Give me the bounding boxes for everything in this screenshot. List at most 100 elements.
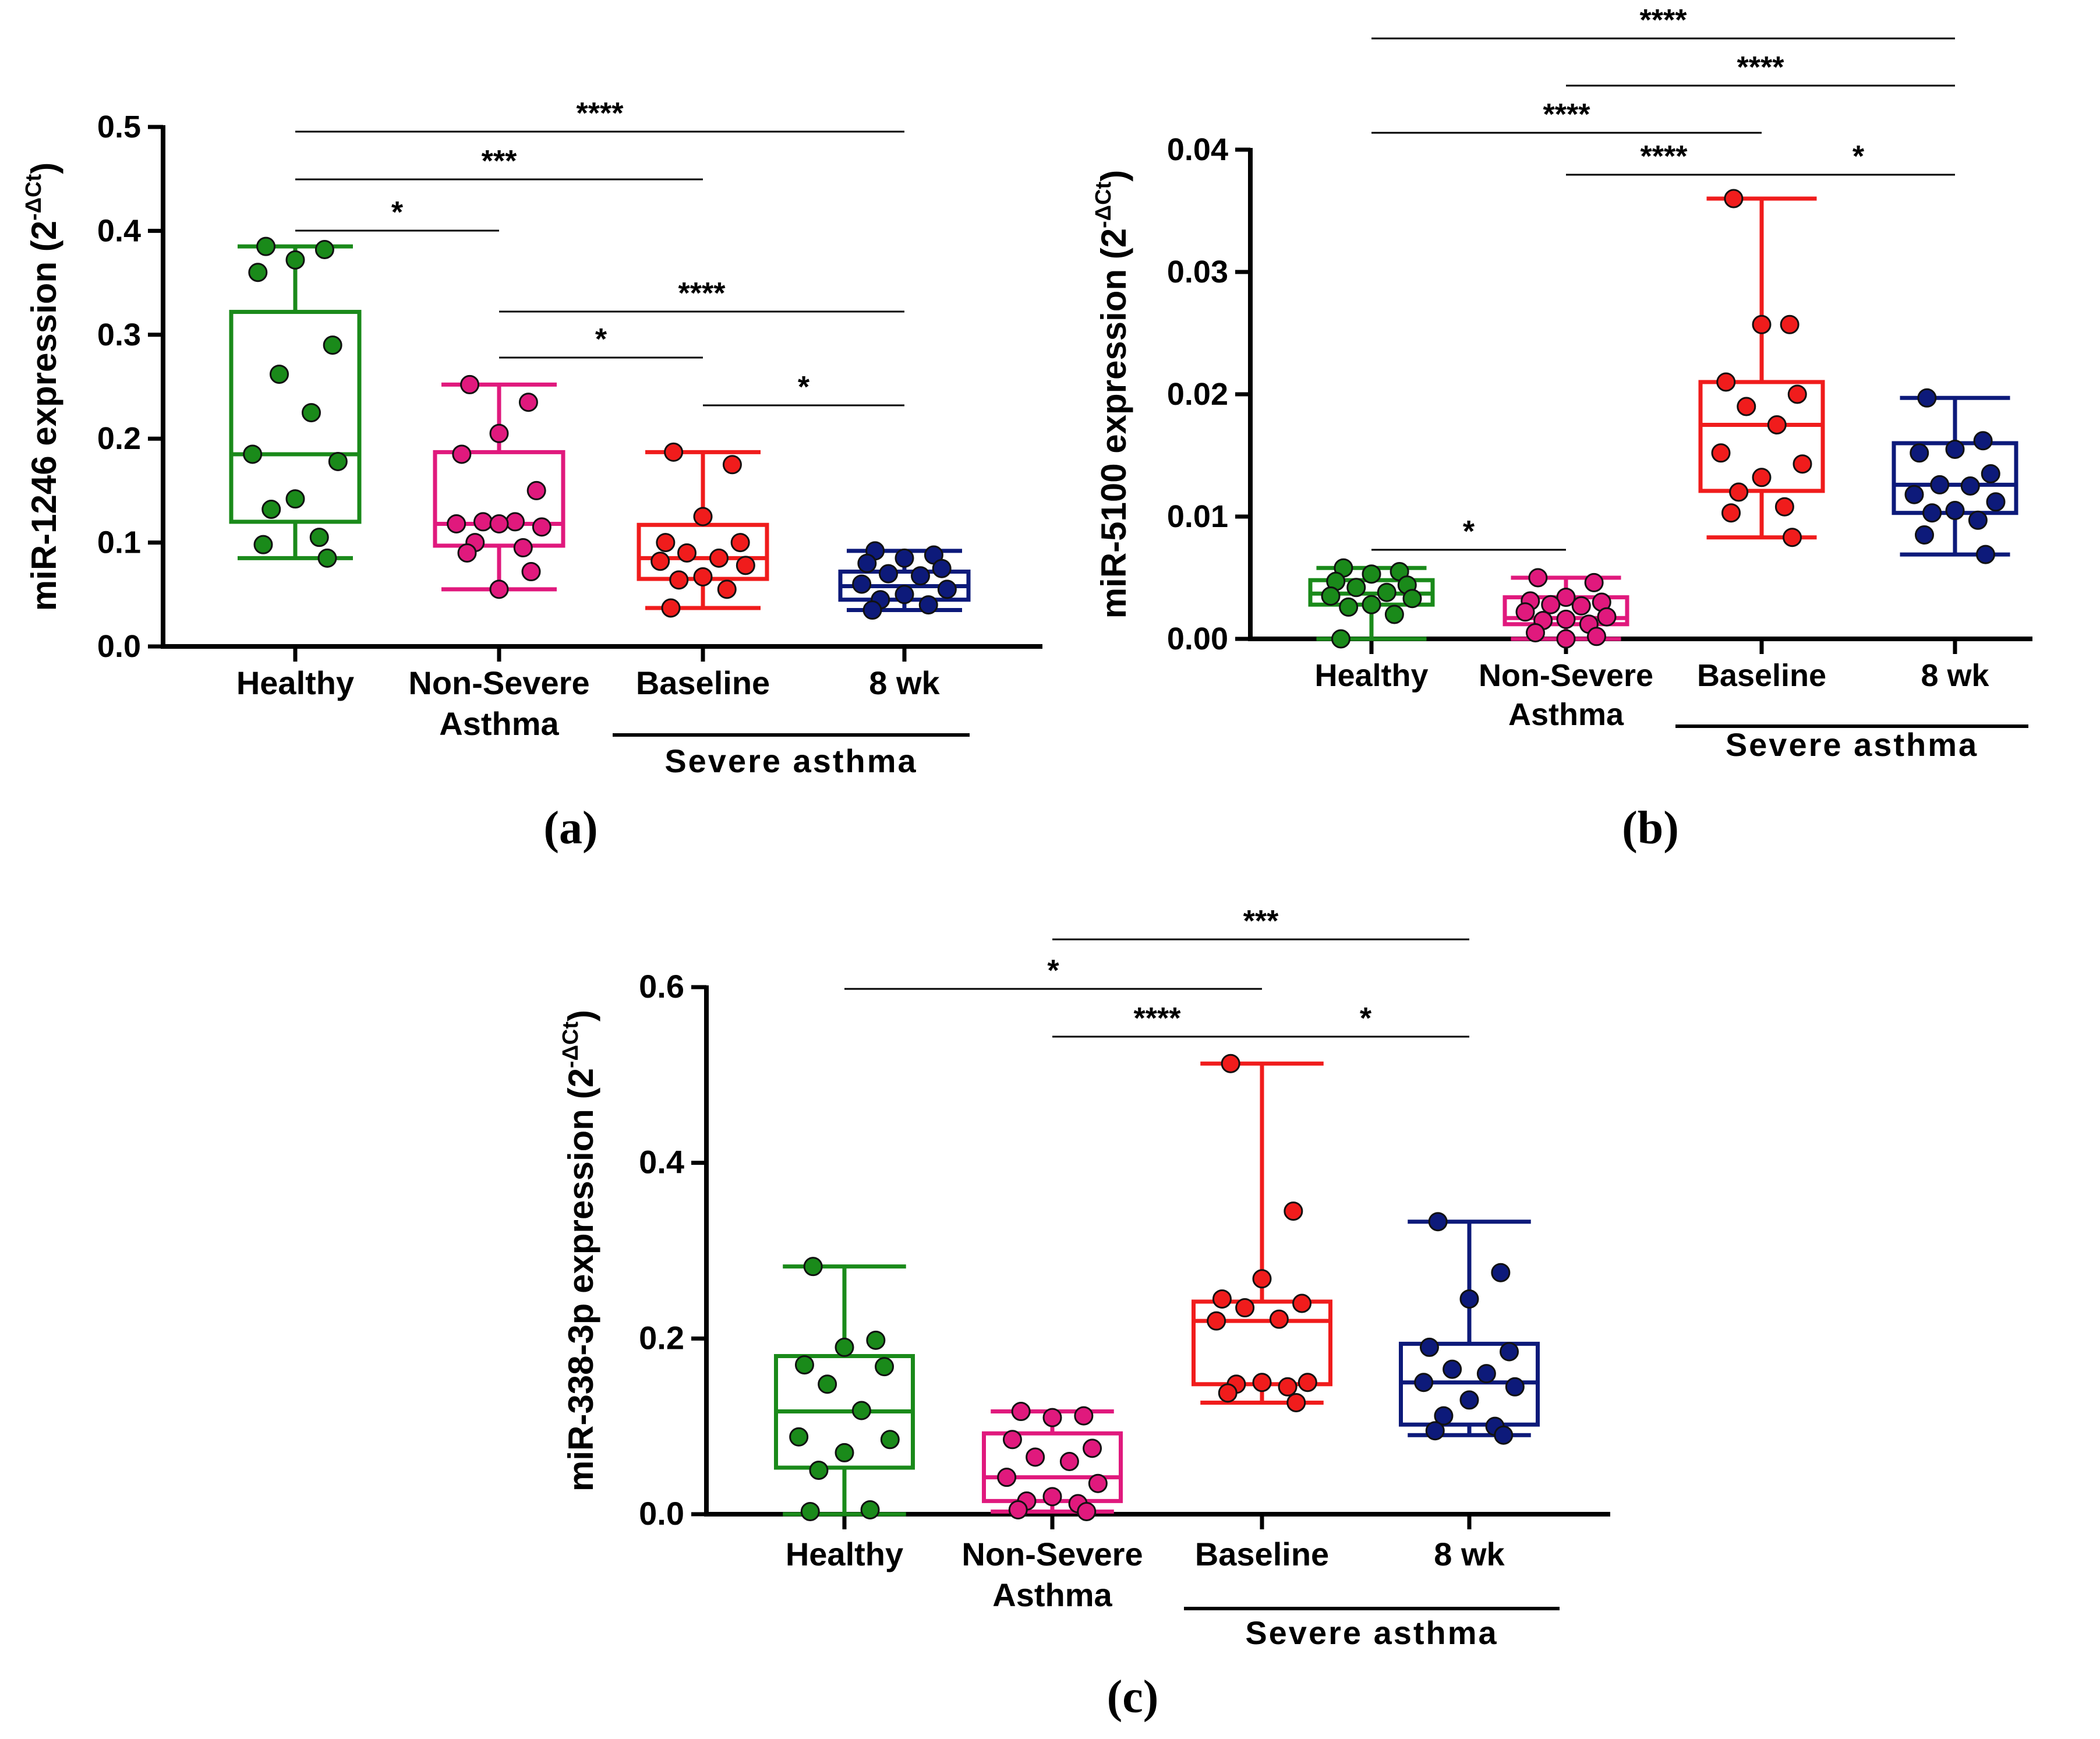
significance-label: * — [1463, 515, 1475, 549]
box-1 — [1502, 568, 1629, 649]
data-point — [1960, 476, 1980, 496]
x-tick-label: Baseline — [1697, 658, 1826, 693]
box-3 — [838, 541, 971, 620]
data-point — [1346, 578, 1366, 598]
data-point — [489, 579, 509, 599]
data-point — [302, 403, 321, 423]
data-point — [932, 559, 952, 578]
data-point — [1207, 1311, 1226, 1331]
significance-label: *** — [482, 144, 517, 178]
data-point — [1787, 384, 1807, 404]
data-point — [1321, 586, 1341, 606]
data-point — [1556, 588, 1576, 607]
data-point — [256, 236, 276, 256]
box-0 — [229, 236, 362, 568]
data-point — [1968, 510, 1988, 530]
data-point — [1491, 1263, 1511, 1282]
box-iqr — [1698, 380, 1825, 493]
data-point — [997, 1468, 1017, 1487]
y-tick-label: 0.04 — [1167, 132, 1228, 167]
data-point — [447, 514, 466, 533]
x-tick-label-line2: Asthma — [1508, 697, 1624, 732]
y-axis-label-main: miR-338-3p expression (2 — [561, 1068, 600, 1491]
data-point — [895, 585, 914, 605]
data-point — [1402, 589, 1422, 609]
data-point — [532, 517, 551, 537]
data-point — [851, 1401, 871, 1420]
data-point — [857, 553, 877, 573]
data-point — [513, 538, 533, 558]
significance-label: *** — [1243, 904, 1279, 938]
data-point — [1011, 1402, 1031, 1422]
x-tick-label: Non-Severe — [408, 665, 589, 701]
y-tick-label: 0.00 — [1167, 621, 1228, 656]
data-point — [1042, 1487, 1062, 1507]
data-point — [270, 365, 289, 384]
data-point — [1915, 525, 1934, 545]
box-2 — [1698, 189, 1825, 547]
x-tick-label-line2: Asthma — [439, 705, 559, 742]
data-point — [521, 562, 541, 582]
data-point — [261, 500, 281, 519]
significance-label: * — [595, 323, 607, 356]
significance-label: **** — [1134, 1002, 1182, 1035]
data-point — [452, 444, 472, 464]
data-point — [860, 1500, 880, 1519]
data-point — [1252, 1373, 1272, 1392]
data-point — [1384, 605, 1404, 624]
data-point — [1526, 623, 1545, 642]
significance-label: **** — [1543, 98, 1591, 132]
data-point — [1074, 1406, 1094, 1426]
y-axis-label: miR-1246 expression (2-ΔCt) — [22, 162, 63, 611]
y-axis-label-main: miR-1246 expression (2 — [24, 221, 63, 611]
y-axis-label-sup: -ΔCt — [1091, 181, 1116, 228]
data-point — [875, 1357, 895, 1377]
data-point — [1235, 1298, 1255, 1318]
data-point — [457, 543, 477, 563]
data-point — [1767, 415, 1787, 434]
x-tick-label: Non-Severe — [1479, 658, 1653, 693]
group-label: Severe asthma — [664, 743, 917, 779]
data-point — [1716, 372, 1736, 392]
data-point — [489, 514, 509, 533]
data-point — [1414, 1373, 1434, 1392]
data-point — [1917, 388, 1937, 408]
group-label: Severe asthma — [1726, 726, 1978, 763]
panel-label: (b) — [1622, 803, 1679, 854]
data-point — [1500, 1342, 1519, 1362]
data-point — [1711, 443, 1731, 463]
data-point — [473, 512, 493, 532]
x-tick-label: 8 wk — [1921, 658, 1989, 693]
panel-label: (c) — [1107, 1671, 1159, 1723]
data-point — [1059, 1452, 1079, 1471]
x-tick-label: Non-Severe — [961, 1536, 1143, 1572]
y-tick-label: 0.2 — [97, 421, 141, 456]
chart-panel-1: 0.00 0.01 0.02 0.03 0.04 miR-5100 expression … — [1091, 3, 2032, 854]
data-point — [1930, 475, 1950, 494]
data-point — [650, 552, 670, 571]
data-point — [1083, 1438, 1102, 1458]
box-1 — [433, 374, 565, 599]
y-tick-label: 0.0 — [97, 629, 141, 664]
data-point — [895, 548, 914, 568]
data-point — [323, 335, 342, 355]
data-point — [1774, 497, 1794, 517]
data-point — [1443, 1359, 1462, 1379]
data-point — [314, 240, 334, 260]
data-point — [1002, 1430, 1022, 1450]
y-axis-label-sup: -ΔCt — [22, 174, 46, 220]
data-point — [669, 570, 689, 590]
data-point — [803, 1257, 823, 1277]
data-point — [1459, 1289, 1479, 1309]
data-point — [518, 393, 538, 412]
data-point — [1339, 597, 1359, 617]
data-point — [1922, 503, 1942, 523]
significance-label: * — [1852, 140, 1865, 174]
data-point — [1981, 464, 2000, 483]
x-tick-label: Baseline — [636, 665, 770, 701]
data-point — [1088, 1473, 1108, 1493]
data-point — [1752, 314, 1772, 334]
data-point — [489, 423, 509, 443]
y-axis-label-close: ) — [24, 162, 63, 174]
data-point — [1986, 492, 2006, 512]
